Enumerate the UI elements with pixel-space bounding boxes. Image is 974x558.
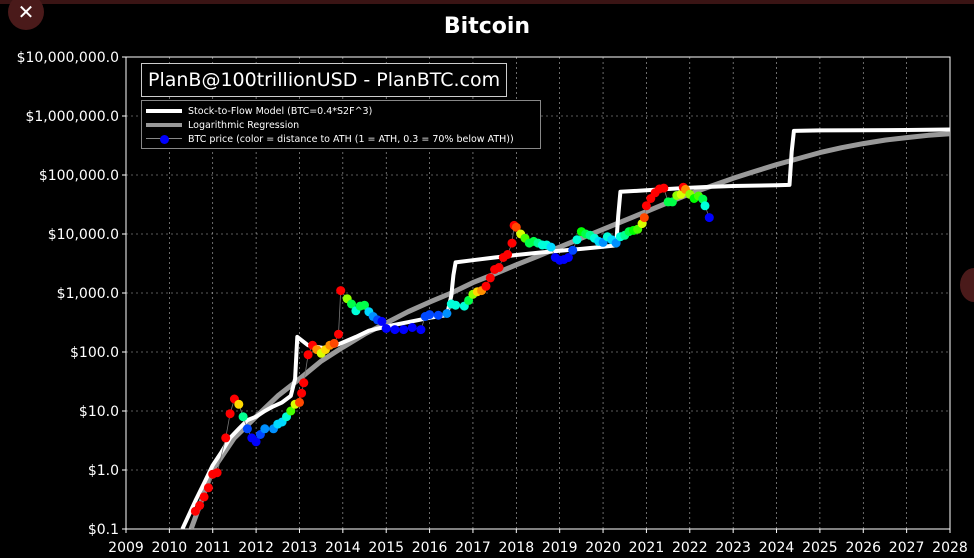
price-point (659, 183, 669, 193)
watermark-label: PlanB@100trillionUSD - PlanBTC.com (141, 63, 508, 97)
price-point (377, 316, 387, 326)
price-point (242, 424, 252, 434)
x-tick-label: 2011 (195, 540, 231, 556)
x-tick-label: 2025 (802, 540, 838, 556)
price-point (399, 325, 409, 335)
x-tick-label: 2016 (412, 540, 448, 556)
x-tick-label: 2026 (845, 540, 881, 556)
legend-item-regression: Logarithmic Regression (146, 118, 299, 132)
price-point (639, 213, 649, 223)
y-tick-label: $1.0 (88, 463, 119, 479)
price-point (286, 406, 296, 416)
x-tick-label: 2013 (282, 540, 318, 556)
series-line-s2f (180, 127, 950, 529)
price-point (195, 501, 205, 510)
price-point (212, 468, 222, 478)
x-tick-label: 2010 (152, 540, 188, 556)
price-point (433, 310, 443, 320)
price-point (329, 338, 339, 348)
price-point (336, 286, 346, 296)
x-tick-label: 2021 (629, 540, 665, 556)
price-point (641, 201, 651, 211)
legend-label-regression: Logarithmic Regression (188, 119, 300, 131)
y-tick-label: $10,000.0 (48, 227, 119, 243)
price-point (611, 238, 621, 248)
chart-legend: Stock-to-Flow Model (BTC=0.4*S2F^3) Loga… (141, 100, 541, 149)
price-point (572, 235, 582, 245)
price-point (407, 323, 417, 332)
y-tick-label: $100.0 (70, 345, 119, 361)
price-point (511, 222, 521, 232)
price-point (295, 397, 304, 407)
x-tick-label: 2028 (932, 540, 968, 556)
price-point (251, 437, 261, 447)
price-point (334, 329, 343, 339)
tick-labels: 2009 2010 2011 2012 2013 2014 2015 2016 2017 2018… (17, 50, 968, 556)
price-point (425, 310, 435, 320)
y-tick-label: $1,000,000.0 (25, 109, 119, 125)
price-point (451, 300, 461, 310)
x-tick-label: 2014 (325, 540, 361, 556)
x-tick-label: 2015 (368, 540, 404, 556)
y-tick-label: $10.0 (79, 404, 119, 420)
chart-title: Bitcoin (443, 14, 531, 39)
x-tick-label: 2009 (108, 540, 144, 556)
legend-item-price: BTC price (color = distance to ATH (1 = … (146, 132, 514, 146)
x-tick-label: 2022 (672, 540, 708, 556)
price-point (238, 412, 248, 422)
price-point (381, 324, 391, 333)
price-point (546, 242, 556, 252)
window-top-bar (0, 0, 974, 4)
x-tick-label: 2012 (238, 540, 274, 556)
x-tick-label: 2024 (759, 540, 795, 556)
legend-label-s2f: Stock-to-Flow Model (BTC=0.4*S2F^3) (188, 105, 373, 117)
y-tick-label: $10,000,000.0 (17, 50, 119, 66)
x-tick-label: 2018 (498, 540, 534, 556)
price-point (225, 409, 235, 419)
price-point (485, 273, 495, 283)
y-tick-label: $0.1 (88, 522, 119, 538)
close-button[interactable]: ✕ (8, 0, 44, 30)
y-tick-label: $1,000.0 (57, 286, 119, 302)
price-point (568, 245, 578, 255)
price-point (221, 433, 231, 443)
price-point (667, 197, 677, 207)
x-tick-label: 2017 (455, 540, 491, 556)
legend-item-s2f: Stock-to-Flow Model (BTC=0.4*S2F^3) (146, 104, 372, 118)
side-panel-handle[interactable] (960, 268, 974, 302)
price-point (297, 388, 307, 398)
price-point (704, 213, 714, 223)
price-point (299, 378, 309, 388)
price-point (390, 325, 400, 335)
price-point (360, 300, 369, 310)
legend-swatch-regression (146, 118, 182, 132)
y-tick-label: $100,000.0 (39, 168, 119, 184)
x-tick-label: 2023 (715, 540, 751, 556)
price-point (503, 250, 513, 259)
x-tick-label: 2019 (542, 540, 578, 556)
price-point (347, 299, 356, 309)
price-point (203, 483, 213, 493)
price-point (260, 424, 270, 434)
price-point (700, 201, 710, 211)
series-layer (180, 127, 950, 529)
price-point (507, 238, 517, 248)
price-point (303, 350, 313, 360)
price-point (416, 325, 426, 335)
x-tick-label: 2020 (585, 540, 621, 556)
price-point (563, 253, 573, 262)
price-point (442, 309, 452, 318)
legend-swatch-price (146, 132, 182, 146)
legend-swatch-s2f (146, 104, 182, 118)
price-point (494, 263, 504, 272)
legend-label-price: BTC price (color = distance to ATH (1 = … (188, 133, 514, 145)
price-point (481, 281, 491, 291)
price-point (199, 492, 209, 502)
series-line-price (195, 186, 710, 512)
series-line-regression (188, 131, 950, 529)
x-tick-label: 2027 (889, 540, 925, 556)
price-point (234, 399, 244, 409)
